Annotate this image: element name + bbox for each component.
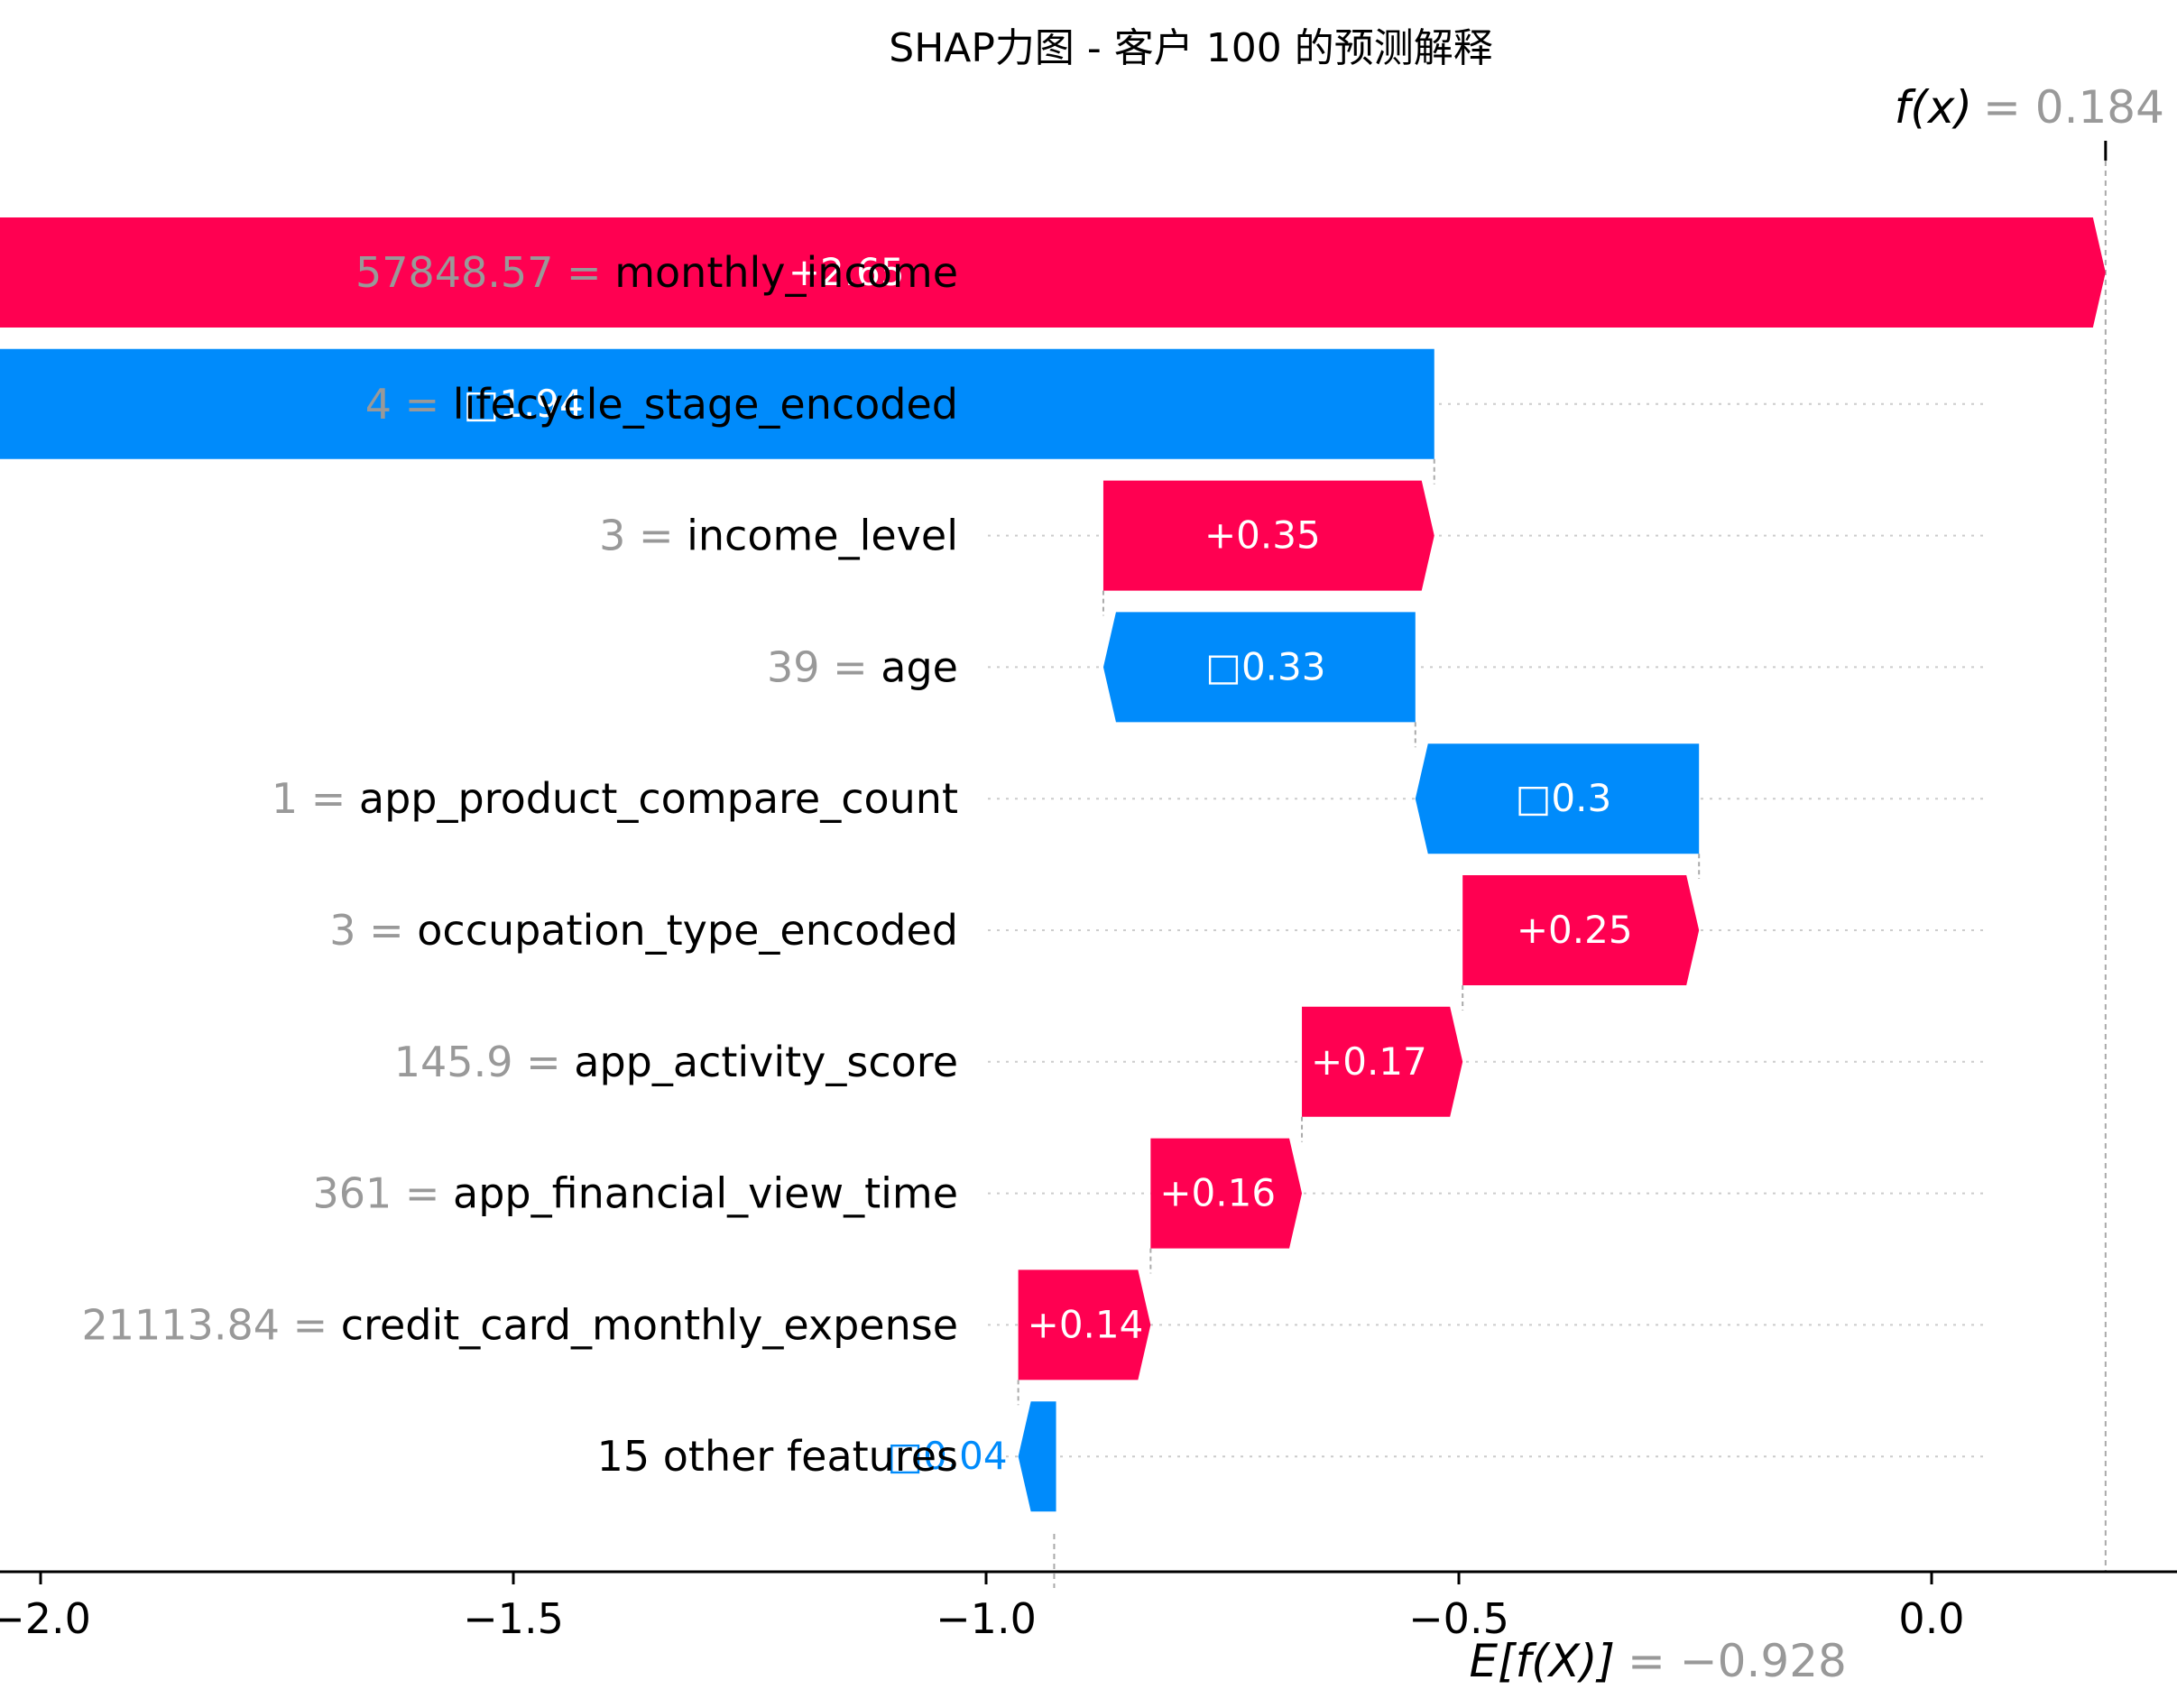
feature-value: 39 = [767,642,881,691]
feature-label: 15 other features [597,1432,958,1481]
feature-label: 3 = occupation_type_encoded [329,906,958,955]
feature-name: monthly_income [614,248,958,297]
feature-labels: 57848.57 = monthly_income 4 = lifecycle_s… [81,248,958,1481]
x-tick-label: 0.0 [1898,1594,1964,1643]
chart-title: SHAP力图 - 客户 100 的预测解释 [889,25,1492,71]
ex-label: E[f(X)] [1470,1635,1615,1687]
feature-value: 57848.57 = [355,248,614,297]
x-axis: −2.0 −1.5 −1.0 −0.5 0.0 [0,1570,2177,1643]
feature-name: 15 other features [597,1432,958,1481]
bar-value-label: □1.94 [464,382,584,426]
bar-app_financial_view_time [1150,1138,1303,1249]
feature-label: 3 = income_level [599,512,958,560]
bar-value-label: +0.17 [1311,1039,1427,1084]
bar-value-label: □0.3 [1516,776,1611,820]
feature-value: 3 = [329,906,417,955]
x-tick-label: −1.0 [936,1594,1037,1643]
feature-name: income_level [687,512,958,560]
bar-value-label: □0.33 [1205,644,1325,688]
x-tick-label: −0.5 [1408,1594,1509,1643]
bar-value-label: +0.35 [1204,513,1321,558]
bar-age [1102,612,1416,723]
fx-header: f(x) = 0.184 [1895,81,2164,134]
feature-value: 4 = [365,380,453,429]
feature-label: 39 = age [767,642,958,691]
bar-credit_card_monthly_expense [1018,1269,1151,1380]
feature-value: 361 = [312,1169,453,1218]
guide-lines [988,141,2108,1588]
feature-name: credit_card_monthly_expense [341,1300,958,1349]
bar-occupation_type_encoded [1462,875,1700,985]
feature-label: 57848.57 = monthly_income [355,248,958,297]
bar-income_level [1102,480,1434,591]
feature-value: 145.9 = [394,1038,574,1086]
x-tick-label: −2.0 [0,1594,91,1643]
feature-name: age [881,642,958,691]
bar-app_activity_score [1302,1006,1463,1117]
feature-value: 1 = [272,774,359,823]
bar-value-label: +2.65 [789,250,905,294]
bar-value-label: +0.25 [1517,908,1633,952]
feature-value: 21113.84 = [81,1300,340,1349]
fx-label: f(x) [1895,81,1972,134]
bars: +2.65 □1.94 +0.35 □0.33 □0.3 +0.25 +0.17 +0.16 +… [0,217,2106,1512]
feature-label: 4 = lifecycle_stage_encoded [365,380,958,429]
feature-name: app_product_compare_count [359,774,958,823]
feature-label: 1 = app_product_compare_count [272,774,958,823]
feature-name: app_financial_view_time [453,1169,958,1218]
bar-app_product_compare_count [1415,743,1700,854]
bar-value-label: □0.04 [887,1434,1007,1478]
fx-value: = 0.184 [1983,81,2164,134]
feature-label: 21113.84 = credit_card_monthly_expense [81,1300,958,1349]
bar-monthly_income [0,217,2106,328]
feature-value: 3 = [599,512,687,560]
ex-footer: E[f(X)] = −0.928 [1470,1635,1847,1687]
ex-value: = −0.928 [1628,1635,1847,1687]
feature-name: occupation_type_encoded [417,906,958,955]
feature-name: lifecycle_stage_encoded [453,380,958,429]
bar-value-label: +0.14 [1028,1302,1144,1346]
feature-label: 145.9 = app_activity_score [394,1038,958,1086]
bar-15-other-features [1018,1401,1056,1512]
bar-value-label: +0.16 [1159,1171,1276,1215]
feature-label: 361 = app_financial_view_time [312,1169,958,1218]
feature-name: app_activity_score [574,1038,958,1086]
bar-lifecycle_stage_encoded [0,348,1434,459]
x-tick-label: −1.5 [463,1594,564,1643]
